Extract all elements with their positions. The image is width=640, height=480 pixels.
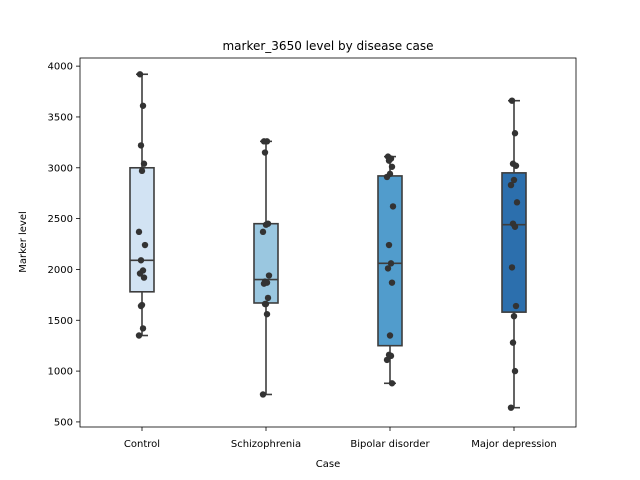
data-point xyxy=(512,302,520,310)
data-point xyxy=(383,356,391,364)
data-point xyxy=(513,199,521,206)
y-tick-label: 1000 xyxy=(48,367,73,378)
data-point xyxy=(387,260,395,267)
data-point xyxy=(388,163,396,170)
x-axis-title: Case xyxy=(316,459,340,470)
y-axis: 500 1000 1500 2000 2500 3000 3500 4000 xyxy=(48,62,80,428)
y-tick-label: 2500 xyxy=(48,214,73,225)
x-tick-label: Control xyxy=(124,439,160,450)
points-schizophrenia xyxy=(259,138,273,398)
data-point xyxy=(508,97,516,104)
data-point xyxy=(259,391,267,398)
box-iqr xyxy=(253,222,279,304)
data-point xyxy=(261,149,269,156)
y-tick-label: 500 xyxy=(54,417,73,428)
plot-area xyxy=(129,71,527,411)
data-point xyxy=(512,162,520,169)
data-point xyxy=(508,264,516,271)
box-schizophrenia xyxy=(253,140,279,396)
data-point xyxy=(388,279,396,286)
data-point xyxy=(138,167,146,175)
data-point xyxy=(386,332,394,339)
data-point xyxy=(137,142,145,149)
data-point xyxy=(387,352,395,360)
data-point xyxy=(265,272,273,279)
box-iqr xyxy=(501,172,527,313)
box-major-depression xyxy=(501,99,527,409)
data-point xyxy=(135,228,143,236)
x-tick-label: Bipolar disorder xyxy=(350,439,430,450)
plot-frame xyxy=(79,57,577,428)
points-control xyxy=(135,71,149,339)
data-point xyxy=(389,203,397,210)
data-point xyxy=(511,130,519,137)
y-tick-label: 2000 xyxy=(48,265,73,276)
data-point xyxy=(383,173,391,181)
x-tick-label: Major depression xyxy=(471,439,557,450)
data-point xyxy=(385,241,393,249)
data-point xyxy=(511,367,519,375)
points-major-depression xyxy=(507,97,521,411)
data-point xyxy=(137,257,145,264)
data-point xyxy=(510,176,518,184)
data-point xyxy=(263,310,271,318)
y-tick-label: 3500 xyxy=(48,112,73,123)
chart-title: marker_3650 level by disease case xyxy=(222,39,433,53)
data-point xyxy=(136,71,144,78)
y-axis-title: Marker level xyxy=(18,211,29,273)
x-tick-label: Schizophrenia xyxy=(231,439,301,450)
y-tick-label: 1500 xyxy=(48,316,73,327)
points-bipolar-disorder xyxy=(383,153,397,387)
data-point xyxy=(136,270,144,277)
data-point xyxy=(507,181,515,189)
y-tick-label: 3000 xyxy=(48,163,73,174)
data-point xyxy=(263,138,271,145)
data-point xyxy=(135,332,143,339)
data-point xyxy=(264,294,272,302)
data-point xyxy=(141,241,149,249)
box-control xyxy=(129,73,155,337)
x-axis: Control Schizophrenia Bipolar disorder Majo… xyxy=(124,427,557,450)
box-bipolar-disorder xyxy=(377,155,403,385)
data-point xyxy=(510,312,518,320)
data-point xyxy=(259,228,267,236)
y-tick-label: 4000 xyxy=(48,62,73,73)
data-point xyxy=(388,380,396,387)
data-point xyxy=(511,223,519,230)
data-point xyxy=(262,221,270,228)
data-point xyxy=(140,274,148,281)
data-point xyxy=(139,102,147,109)
data-point xyxy=(260,280,268,287)
data-point xyxy=(261,300,269,308)
data-point xyxy=(385,157,393,164)
data-point xyxy=(509,339,517,346)
data-point xyxy=(139,325,147,332)
data-point xyxy=(140,160,148,167)
data-point xyxy=(507,404,515,411)
data-point xyxy=(137,302,145,310)
data-point xyxy=(384,265,392,272)
